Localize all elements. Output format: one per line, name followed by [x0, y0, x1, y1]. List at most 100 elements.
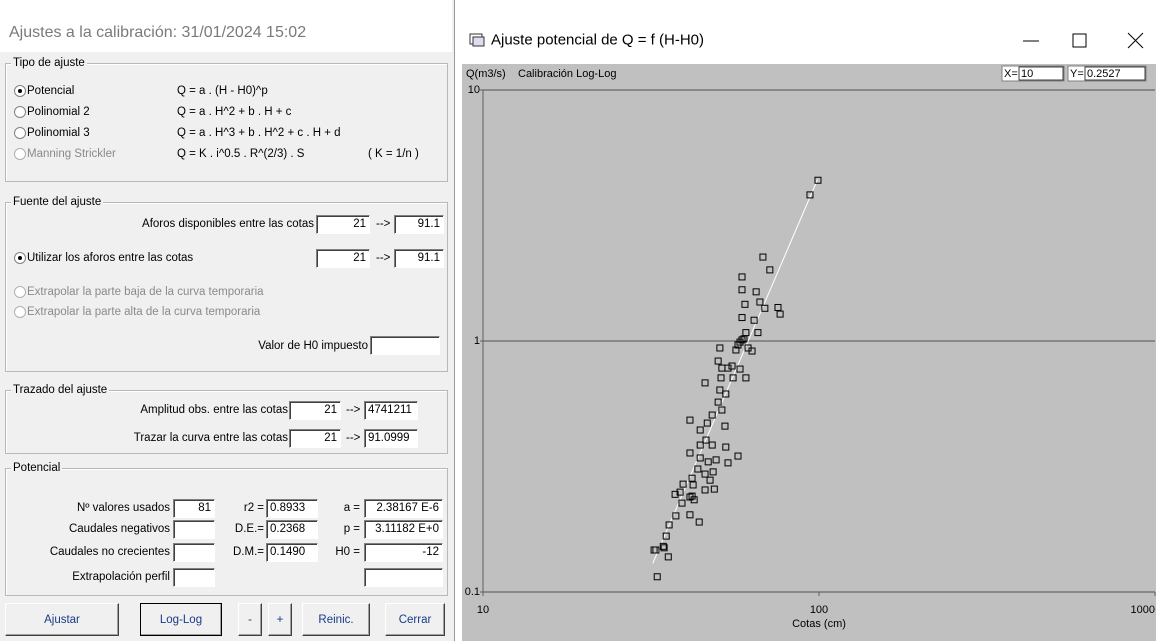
text-field[interactable]: 0.2368 [266, 520, 318, 539]
data-point [738, 336, 746, 344]
option-label[interactable]: Polinomial 2 [27, 106, 90, 118]
data-point [686, 416, 694, 424]
cursor-field [1084, 66, 1146, 81]
text-field[interactable]: 91.1 [394, 215, 444, 234]
data-point [724, 459, 732, 467]
text-field[interactable]: -12 [364, 543, 443, 562]
button[interactable]: - [238, 603, 262, 636]
option-label[interactable]: Utilizar los aforos entre las cotas [27, 252, 194, 264]
data-point [696, 426, 704, 434]
text-field[interactable]: 91.1 [394, 249, 444, 268]
text-field[interactable] [370, 336, 440, 355]
field-label: Extrapolación perfil [72, 571, 170, 583]
text-field[interactable] [364, 568, 443, 587]
data-point [806, 191, 814, 199]
data-point [724, 364, 732, 372]
close[interactable] [1127, 32, 1144, 49]
data-point [694, 465, 702, 473]
data-point [653, 573, 661, 581]
button[interactable]: Reinic. [302, 603, 370, 636]
data-point [718, 406, 726, 414]
data-point [672, 512, 680, 520]
text-field[interactable]: 0.1490 [266, 543, 318, 562]
data-point [696, 441, 704, 449]
data-point [774, 303, 782, 311]
data-point [722, 390, 730, 398]
data-point [709, 468, 717, 476]
fit-line [652, 179, 818, 564]
data-point [676, 488, 684, 496]
x-tick-label: 100 [810, 604, 828, 616]
plot-background [462, 64, 1156, 641]
data-point [738, 314, 746, 322]
radio [14, 148, 26, 160]
data-point [662, 532, 670, 540]
radio[interactable] [14, 127, 26, 139]
text-field[interactable]: 21 [316, 249, 370, 268]
data-point [748, 347, 756, 355]
text-field[interactable] [173, 520, 215, 539]
chart-subtitle: Calibración Log-Log [518, 68, 616, 80]
text-field[interactable]: 21 [289, 401, 341, 420]
data-point [708, 441, 716, 449]
text-field[interactable]: 91.0999 [364, 429, 418, 448]
y-axis-label: Q(m3/s) [466, 68, 506, 80]
text-field[interactable]: 4741211 [364, 401, 418, 420]
text-field[interactable]: 2.38167 E-6 [364, 499, 443, 518]
formula: Q = a . H^2 + b . H + c [177, 106, 292, 118]
group-legend: Fuente del ajuste [11, 196, 104, 208]
data-point [728, 362, 736, 370]
radio[interactable] [14, 106, 26, 118]
option-label[interactable]: Polinomial 3 [27, 127, 90, 139]
field-label: Amplitud obs. entre las cotas [140, 404, 288, 416]
radio[interactable] [14, 85, 26, 97]
button[interactable]: Log-Log [140, 603, 222, 636]
cursor-field [1018, 66, 1064, 81]
data-point [701, 486, 709, 494]
y-tick-label: 1 [474, 335, 480, 347]
option-label[interactable]: Potencial [27, 85, 75, 97]
radio [14, 306, 26, 318]
radio[interactable] [14, 252, 26, 264]
window-title: Ajuste potencial de Q = f (H-H0) [491, 31, 705, 49]
text-field[interactable] [173, 568, 215, 587]
panel-title: Ajustes a la calibración: 31/01/2024 15:… [9, 24, 307, 41]
arrow: --> [376, 252, 391, 264]
x-axis-label: Cotas (cm) [792, 618, 846, 630]
maximize[interactable] [1072, 33, 1087, 48]
y-tick-label: 0.1 [465, 586, 480, 598]
button[interactable]: Ajustar [5, 603, 119, 636]
data-point [702, 436, 710, 444]
group-box [5, 63, 448, 182]
data-point [716, 344, 724, 352]
text-field[interactable]: 21 [289, 429, 341, 448]
group-box [5, 390, 448, 454]
radio [14, 286, 26, 298]
text-field[interactable]: 21 [316, 215, 370, 234]
data-point [690, 496, 698, 504]
data-point [660, 544, 668, 552]
data-point [761, 304, 769, 312]
text-field[interactable]: 0.8933 [266, 499, 318, 518]
data-point [686, 449, 694, 457]
text-field[interactable]: 3.11182 E+0 [364, 520, 443, 539]
field-label: Nº valores usados [76, 502, 170, 514]
data-point [742, 374, 750, 382]
data-point [714, 357, 722, 365]
data-point [732, 346, 740, 354]
data-point [650, 546, 658, 554]
text-field[interactable]: 81 [173, 499, 215, 518]
text-field[interactable] [173, 543, 215, 562]
group-legend: Potencial [11, 462, 63, 474]
button[interactable]: + [268, 603, 292, 636]
field-label: H0 = [335, 546, 360, 558]
button[interactable]: Cerrar [385, 603, 445, 636]
data-point [734, 452, 742, 460]
arrow: --> [376, 218, 391, 230]
data-point [754, 329, 762, 337]
data-point [712, 456, 720, 464]
group-box [5, 468, 448, 596]
field-label: Valor de H0 impuesto [258, 340, 368, 352]
data-point [710, 485, 718, 493]
